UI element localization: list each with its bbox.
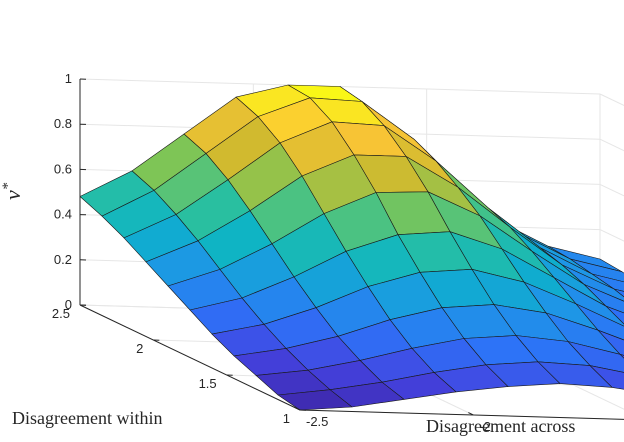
z-tick-label: 0.4: [54, 207, 72, 222]
y-tick-label: 1: [283, 411, 290, 426]
grid-line-side-z: [599, 93, 624, 107]
surface-facet: [277, 389, 353, 411]
grid-line-side-z: [599, 138, 624, 152]
y-tick-label: 2: [136, 341, 143, 356]
y-axis-line: [79, 304, 301, 411]
x-tick-mark: [294, 407, 301, 411]
x-tick-mark: [468, 412, 474, 416]
z-tick-label: 0.2: [54, 252, 72, 267]
x-tick-label: -2.5: [306, 414, 328, 429]
z-axis-label: v*: [0, 182, 25, 200]
z-axis-label-main: v: [0, 190, 25, 200]
y-tick-label: 1.5: [199, 376, 217, 391]
z-tick-label: 0: [65, 297, 72, 312]
z-tick-label: 1: [65, 71, 72, 86]
z-tick-label: 0.8: [54, 116, 72, 131]
z-axis-label-superscript: *: [0, 182, 16, 190]
x-axis-label: Disagreement across: [426, 416, 575, 436]
z-tick-label: 0.6: [54, 161, 72, 176]
surface: [79, 84, 624, 411]
axes: [79, 78, 624, 420]
y-tick-label: 2.5: [52, 306, 70, 321]
y-axis-label: Disagreement within: [12, 408, 162, 428]
x-axis-line: [299, 409, 624, 420]
x-tick-label: -2: [479, 419, 491, 434]
